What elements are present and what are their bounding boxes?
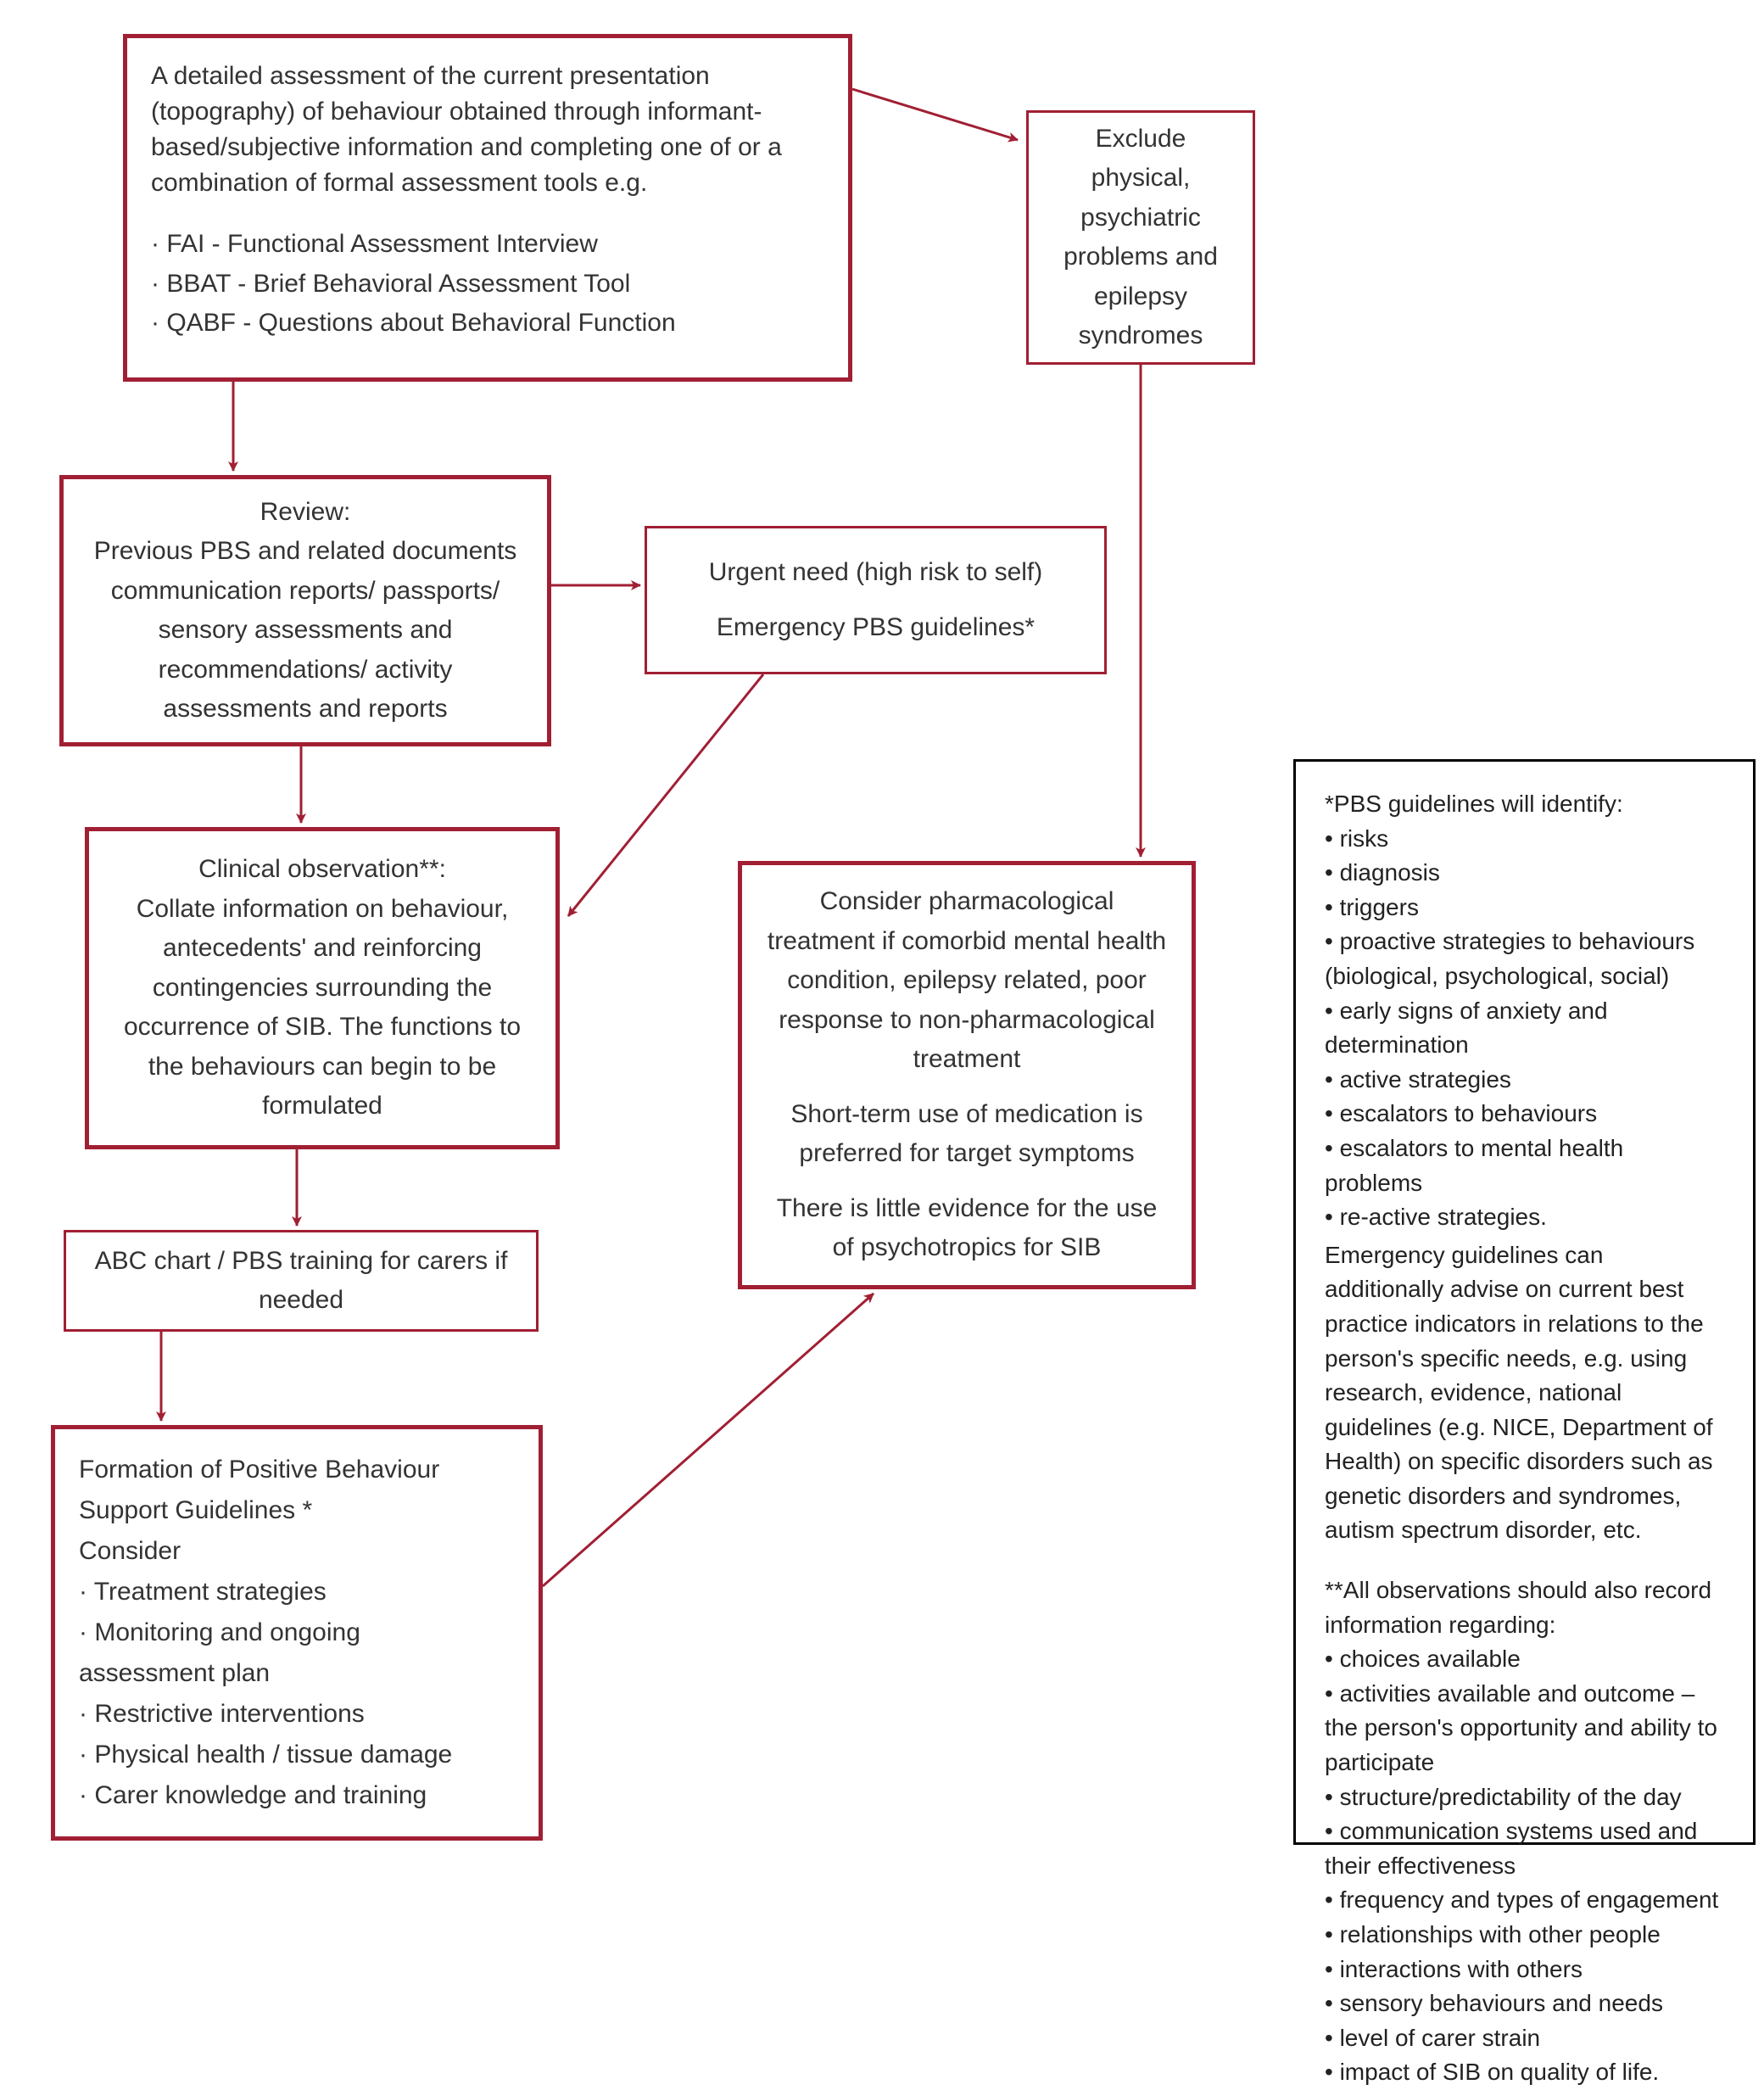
node-formation: Formation of Positive Behaviour Support …: [51, 1425, 543, 1841]
pharma-p2: Short-term use of medication is preferre…: [766, 1095, 1168, 1174]
notes-obs-item: • relationships with other people: [1325, 1918, 1724, 1953]
notes-obs-item: • communication systems used and their e…: [1325, 1814, 1724, 1883]
notes-obs-item: • sensory behaviours and needs: [1325, 1987, 1724, 2021]
formation-item: · Carer knowledge and training: [79, 1775, 515, 1816]
pharma-p1: Consider pharmacological treatment if co…: [766, 882, 1168, 1080]
notes-pbs-item: • active strategies: [1325, 1063, 1724, 1098]
notes-obs-item: • activities available and outcome – the…: [1325, 1677, 1724, 1780]
abc-text: ABC chart / PBS training for carers if n…: [90, 1242, 512, 1321]
node-abc: ABC chart / PBS training for carers if n…: [64, 1230, 539, 1332]
notes-pbs-item: • early signs of anxiety and determinati…: [1325, 994, 1724, 1063]
formation-item: · Treatment strategies: [79, 1572, 515, 1612]
formation-item: assessment plan: [79, 1653, 515, 1694]
exclude-text: Exclude physical, psychiatric problems a…: [1052, 120, 1229, 356]
notes-pbs-item: • proactive strategies to behaviours (bi…: [1325, 925, 1724, 993]
notes-box: *PBS guidelines will identify: • risks •…: [1293, 759, 1756, 1845]
node-exclude: Exclude physical, psychiatric problems a…: [1026, 110, 1255, 365]
review-title: Review:: [260, 498, 351, 526]
assessment-bullets: · FAI - Functional Assessment Interview …: [151, 225, 824, 344]
assessment-bullet: · QABF - Questions about Behavioral Func…: [151, 304, 824, 344]
formation-item: · Physical health / tissue damage: [79, 1735, 515, 1775]
clinical-body: Collate information on behaviour, antece…: [124, 895, 521, 1120]
flow-arrow: [543, 1294, 874, 1586]
formation-consider: Consider: [79, 1531, 515, 1572]
assessment-intro: A detailed assessment of the current pre…: [151, 59, 824, 201]
formation-title: Formation of Positive Behaviour Support …: [79, 1450, 515, 1531]
pharma-p3: There is little evidence for the use of …: [777, 1194, 1158, 1262]
notes-pbs-item: • diagnosis: [1325, 856, 1724, 891]
review-body: Previous PBS and related documents commu…: [94, 537, 517, 723]
notes-pbs-item: • escalators to mental health problems: [1325, 1132, 1724, 1200]
formation-item: · Monitoring and ongoing: [79, 1612, 515, 1653]
notes-obs-item: • choices available: [1325, 1642, 1724, 1677]
urgent-line2: Emergency PBS guidelines*: [717, 613, 1035, 641]
notes-pbs-item: • risks: [1325, 822, 1724, 857]
notes-pbs-item: • triggers: [1325, 891, 1724, 925]
node-urgent: Urgent need (high risk to self) Emergenc…: [645, 526, 1107, 674]
flow-arrow: [852, 89, 1018, 140]
clinical-title: Clinical observation**:: [198, 855, 446, 883]
notes-pbs-item: • escalators to behaviours: [1325, 1097, 1724, 1132]
node-clinical: Clinical observation**: Collate informat…: [85, 827, 560, 1149]
notes-obs-item: • impact of SIB on quality of life.: [1325, 2055, 1724, 2090]
notes-obs-item: • level of carer strain: [1325, 2021, 1724, 2056]
assessment-bullet: · FAI - Functional Assessment Interview: [151, 225, 824, 265]
notes-obs-item: • frequency and types of engagement: [1325, 1883, 1724, 1918]
notes-pbs-list: • risks • diagnosis • triggers • proacti…: [1325, 822, 1724, 1235]
notes-pbs-title: *PBS guidelines will identify:: [1325, 787, 1724, 822]
notes-obs-item: • interactions with others: [1325, 1953, 1724, 1987]
urgent-line1: Urgent need (high risk to self): [671, 553, 1080, 593]
node-pharmacological: Consider pharmacological treatment if co…: [738, 861, 1196, 1289]
notes-pbs-para: Emergency guidelines can additionally ad…: [1325, 1238, 1724, 1548]
notes-obs-item: • structure/predictability of the day: [1325, 1780, 1724, 1815]
node-assessment: A detailed assessment of the current pre…: [123, 34, 852, 382]
notes-obs-title: **All observations should also record in…: [1325, 1573, 1724, 1642]
node-review: Review: Previous PBS and related documen…: [59, 475, 551, 746]
assessment-bullet: · BBAT - Brief Behavioral Assessment Too…: [151, 265, 824, 305]
flow-arrow: [568, 674, 763, 916]
notes-obs-list: • choices available • activities availab…: [1325, 1642, 1724, 2090]
formation-item: · Restrictive interventions: [79, 1694, 515, 1735]
notes-pbs-item: • re-active strategies.: [1325, 1200, 1724, 1235]
